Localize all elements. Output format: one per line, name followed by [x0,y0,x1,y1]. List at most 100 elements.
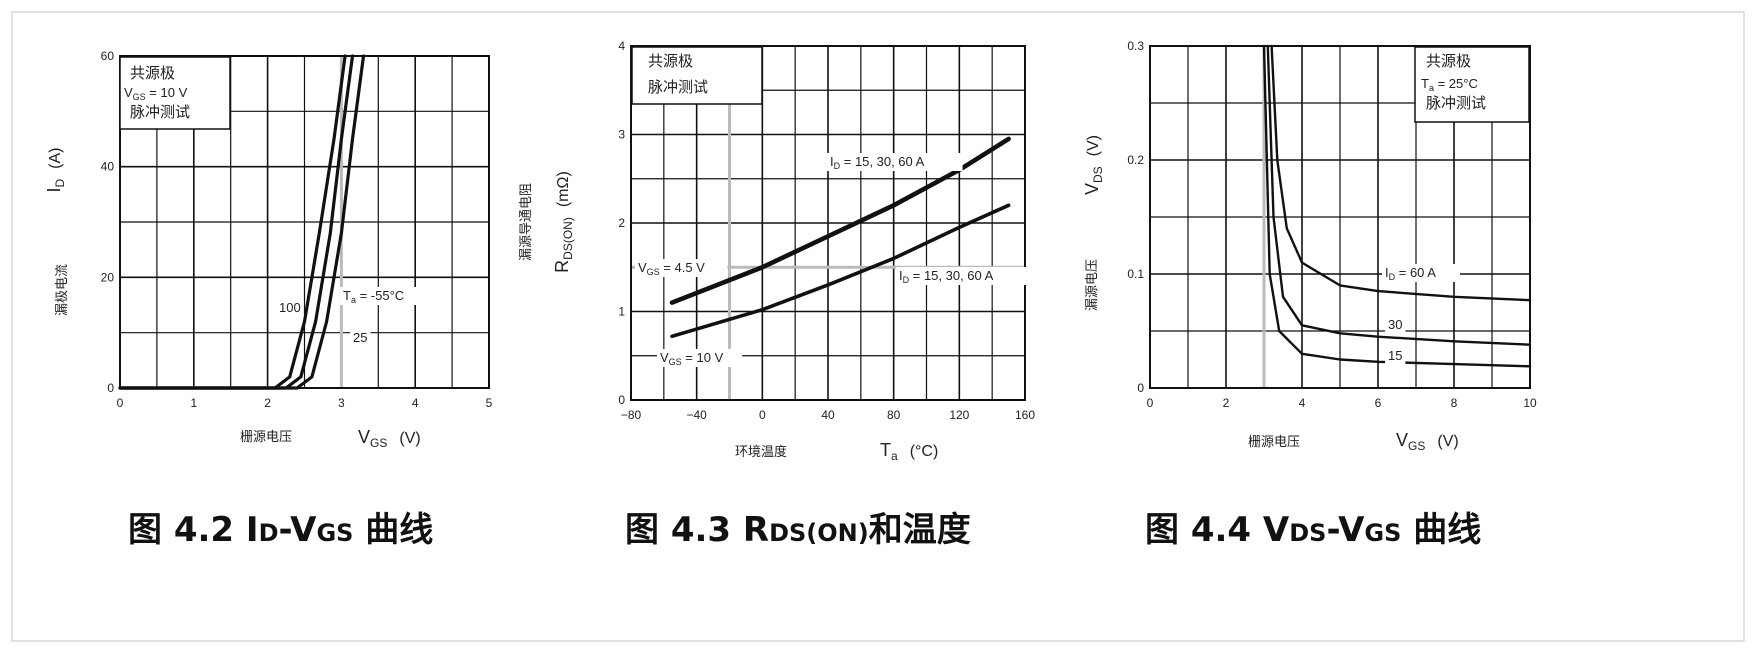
x-tick-label: 2 [1223,396,1230,410]
annotation-label: ID = 60 A [1385,265,1436,282]
y-tick-label: 2 [618,216,625,230]
x-axis-title: VGS (V) [1396,430,1459,453]
annotation-background [1385,316,1406,334]
x-axis-title: Ta (°C) [880,440,938,463]
x-tick-label: 0 [1147,396,1154,410]
figure-caption: 图 4.3 RDS(ON)和温度 [625,510,971,550]
y-axis-title-cn: 漏源电压 [1084,259,1100,311]
x-tick-label: 5 [486,396,493,410]
legend-frame [631,46,763,105]
y-tick-label: 3 [618,128,625,142]
x-tick-label: 120 [949,408,969,422]
legend-frame [1414,46,1530,123]
y-axis-label: VDS(V) 漏源电压 [1082,135,1105,311]
annotation-background [635,259,728,277]
x-tick-label: 4 [412,396,419,410]
y-axis-title: RDS(ON)(mΩ) [552,171,575,273]
series-line [1270,44,1532,302]
annotation-background [896,267,1032,285]
annotation-label: Ta = -55°C [343,288,404,305]
x-axis-title: VGS (V) [358,427,421,450]
x-axis-title-cn: 环境温度 [735,444,787,460]
x-tick-label: 3 [338,396,345,410]
y-axis-label: ID(A) 漏极电流 [44,147,70,316]
annotation-label: 25 [353,330,367,345]
legend-text: 共源极 [1426,52,1471,70]
annotation-label: 30 [1388,317,1402,332]
series-line [1262,44,1532,368]
y-tick-label: 0.2 [1127,153,1144,167]
x-tick-label: 1 [190,396,197,410]
x-tick-label: 80 [887,408,901,422]
x-tick-label: 4 [1299,396,1306,410]
x-axis-label: 环境温度 Ta (°C) [735,440,938,463]
y-tick-label: 20 [101,270,115,284]
legend-text: VGS = 10 V [124,85,188,102]
legend-text: Ta = 25°C [1421,76,1478,93]
annotation-background [657,349,743,367]
x-tick-label: 10 [1523,396,1537,410]
legend-text: 脉冲测试 [130,103,190,121]
x-tick-label: −80 [621,408,642,422]
y-axis-title-cn: 漏极电流 [54,264,70,316]
x-tick-label: 0 [759,408,766,422]
series-line [118,54,366,390]
annotation-background [340,287,426,305]
annotation-background [1382,264,1460,282]
x-tick-label: 2 [264,396,271,410]
annotation-label: 100 [279,300,301,315]
annotation-background [350,329,371,347]
x-tick-label: 40 [821,408,835,422]
annotation-label: 15 [1388,348,1402,363]
annotation-background [276,299,304,317]
legend-text: 共源极 [648,52,693,70]
annotation-label: ID = 15, 30, 60 A [899,268,994,285]
plot-frame [1149,45,1531,389]
y-tick-label: 4 [618,39,625,53]
plot-frame [630,45,1026,401]
x-tick-label: 8 [1451,396,1458,410]
series-line [670,203,1011,339]
y-tick-label: 0.3 [1127,39,1144,53]
x-tick-label: 160 [1015,408,1035,422]
y-tick-label: 0 [618,393,625,407]
y-tick-label: 0 [107,381,114,395]
annotation-background [827,153,963,171]
y-axis-label: RDS(ON)(mΩ) 漏源导通电阻 [518,171,575,273]
y-tick-label: 0 [1137,381,1144,395]
series-line [1266,44,1532,346]
y-tick-label: 40 [101,160,115,174]
annotation-label: VGS = 4.5 V [638,260,705,277]
legend-text: 脉冲测试 [648,78,708,96]
y-tick-label: 0.1 [1127,267,1144,281]
annotation-label: ID = 15, 30, 60 A [830,154,925,171]
y-axis-title: ID(A) [44,147,67,192]
figure-caption: 图 4.4 VDS-VGS 曲线 [1145,510,1481,550]
y-tick-label: 1 [618,305,625,319]
x-axis-title-cn: 栅源电压 [240,430,292,445]
y-axis-title-cn: 漏源导通电阻 [518,183,534,261]
x-tick-label: −40 [686,408,707,422]
annotation-background [1385,347,1406,365]
y-tick-label: 60 [101,49,115,63]
annotation-label: VGS = 10 V [660,350,724,367]
x-axis-label: 栅源电压 VGS (V) [240,427,421,450]
plot-frame [119,55,490,389]
series-line [669,136,1011,305]
x-tick-label: 0 [117,396,124,410]
figure-caption: 图 4.2 ID-VGS 曲线 [128,510,433,550]
legend-text: 脉冲测试 [1426,94,1486,112]
legend-text: 共源极 [130,64,175,82]
x-axis-title-cn: 栅源电压 [1248,435,1300,450]
y-axis-title: VDS(V) [1082,135,1105,195]
x-axis-label: 栅源电压 VGS (V) [1248,430,1459,453]
legend-frame [119,56,231,130]
x-tick-label: 6 [1375,396,1382,410]
